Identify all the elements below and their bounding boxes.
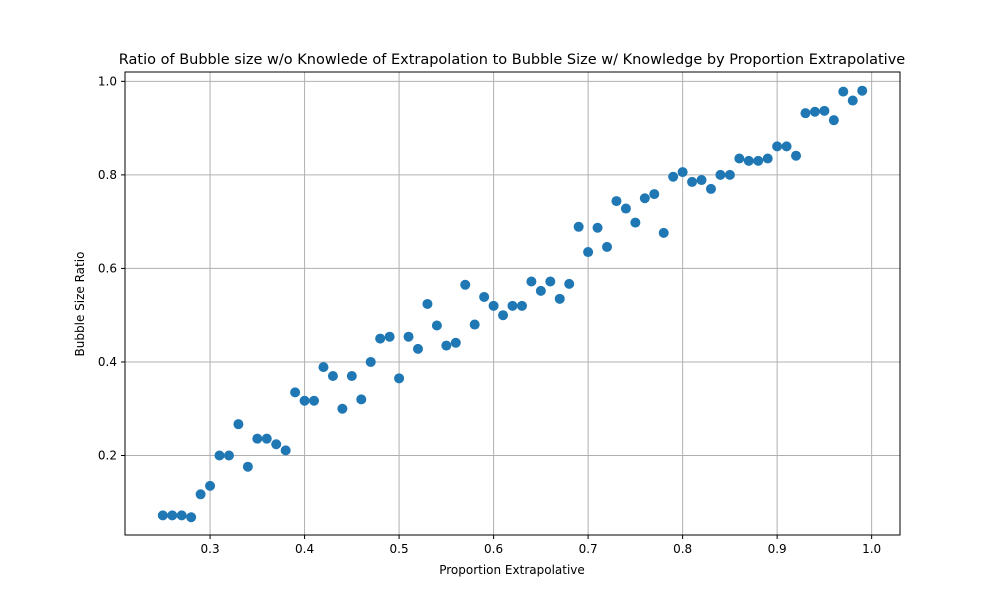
data-point	[422, 298, 433, 309]
data-point	[233, 419, 244, 430]
data-point	[857, 85, 868, 96]
data-point	[394, 373, 405, 384]
data-point	[677, 167, 688, 178]
data-point	[564, 278, 575, 289]
data-point	[223, 450, 234, 461]
y-tick-label: 0.6	[98, 261, 117, 275]
data-point	[479, 291, 490, 302]
data-point	[554, 293, 565, 304]
data-point	[252, 433, 263, 444]
data-point	[630, 217, 641, 228]
data-point	[337, 403, 348, 414]
data-point	[526, 276, 537, 287]
data-point	[375, 333, 386, 344]
x-tick-label: 0.8	[673, 542, 692, 556]
data-point	[573, 221, 584, 232]
data-point	[649, 189, 660, 200]
data-point	[583, 247, 594, 258]
data-point	[176, 510, 187, 521]
data-point	[431, 320, 442, 331]
data-point	[498, 310, 509, 321]
data-point	[639, 193, 650, 204]
data-point	[460, 279, 471, 290]
data-point	[838, 86, 849, 97]
data-point	[535, 285, 546, 296]
data-point	[469, 319, 480, 330]
data-point	[327, 370, 338, 381]
data-point	[441, 340, 452, 351]
data-point	[261, 433, 272, 444]
data-point	[365, 356, 376, 367]
data-point	[620, 203, 631, 214]
chart-title: Ratio of Bubble size w/o Knowlede of Ext…	[119, 52, 906, 68]
data-point	[611, 196, 622, 207]
y-tick-label: 1.0	[98, 74, 117, 88]
y-axis-label: Bubble Size Ratio	[73, 252, 87, 357]
data-point	[809, 106, 820, 117]
x-tick-label: 0.5	[390, 542, 409, 556]
x-tick-label: 0.3	[201, 542, 220, 556]
data-point	[242, 461, 253, 472]
x-tick-label: 0.9	[768, 542, 787, 556]
data-point	[167, 510, 178, 521]
data-point	[403, 331, 414, 342]
data-point	[847, 95, 858, 106]
data-point	[290, 387, 301, 398]
data-point	[195, 489, 206, 500]
data-point	[734, 153, 745, 164]
data-point	[781, 141, 792, 152]
data-point	[800, 108, 811, 119]
data-point	[819, 105, 830, 116]
data-point	[762, 153, 773, 164]
data-point	[356, 394, 367, 405]
data-point	[668, 171, 679, 182]
data-point	[705, 183, 716, 194]
y-tick-label: 0.4	[98, 355, 117, 369]
data-point	[772, 141, 783, 152]
data-point	[488, 300, 499, 311]
data-point	[214, 450, 225, 461]
data-point	[205, 480, 216, 491]
data-point	[592, 222, 603, 233]
data-point	[450, 337, 461, 348]
data-point	[271, 439, 282, 450]
data-point	[715, 169, 726, 180]
data-point	[186, 512, 197, 523]
data-point	[602, 241, 613, 252]
data-point	[724, 169, 735, 180]
x-tick-label: 0.6	[484, 542, 503, 556]
data-point	[545, 276, 556, 287]
data-point	[412, 343, 423, 354]
data-point	[309, 395, 320, 406]
data-point	[743, 155, 754, 166]
data-point	[828, 115, 839, 126]
y-axis-ticks: 0.2 0.4 0.6 0.8 1.0	[98, 74, 125, 462]
y-tick-label: 0.8	[98, 168, 117, 182]
y-tick-label: 0.2	[98, 448, 117, 462]
data-point	[299, 395, 310, 406]
data-points	[157, 85, 868, 523]
x-tick-label: 1.0	[862, 542, 881, 556]
data-point	[658, 227, 669, 238]
data-point	[687, 176, 698, 187]
grid-lines	[125, 72, 900, 535]
data-point	[507, 300, 518, 311]
data-point	[346, 370, 357, 381]
data-point	[753, 155, 764, 166]
x-axis-ticks: 0.3 0.4 0.5 0.6 0.7 0.8 0.9 1.0	[201, 535, 881, 556]
x-tick-label: 0.4	[295, 542, 314, 556]
data-point	[318, 362, 329, 373]
data-point	[516, 300, 527, 311]
data-point	[384, 331, 395, 342]
data-point	[157, 510, 168, 521]
x-axis-label: Proportion Extrapolative	[439, 563, 585, 577]
data-point	[696, 175, 707, 186]
plot-frame	[124, 71, 901, 536]
data-point	[280, 445, 291, 456]
x-tick-label: 0.7	[579, 542, 598, 556]
data-point	[791, 150, 802, 161]
